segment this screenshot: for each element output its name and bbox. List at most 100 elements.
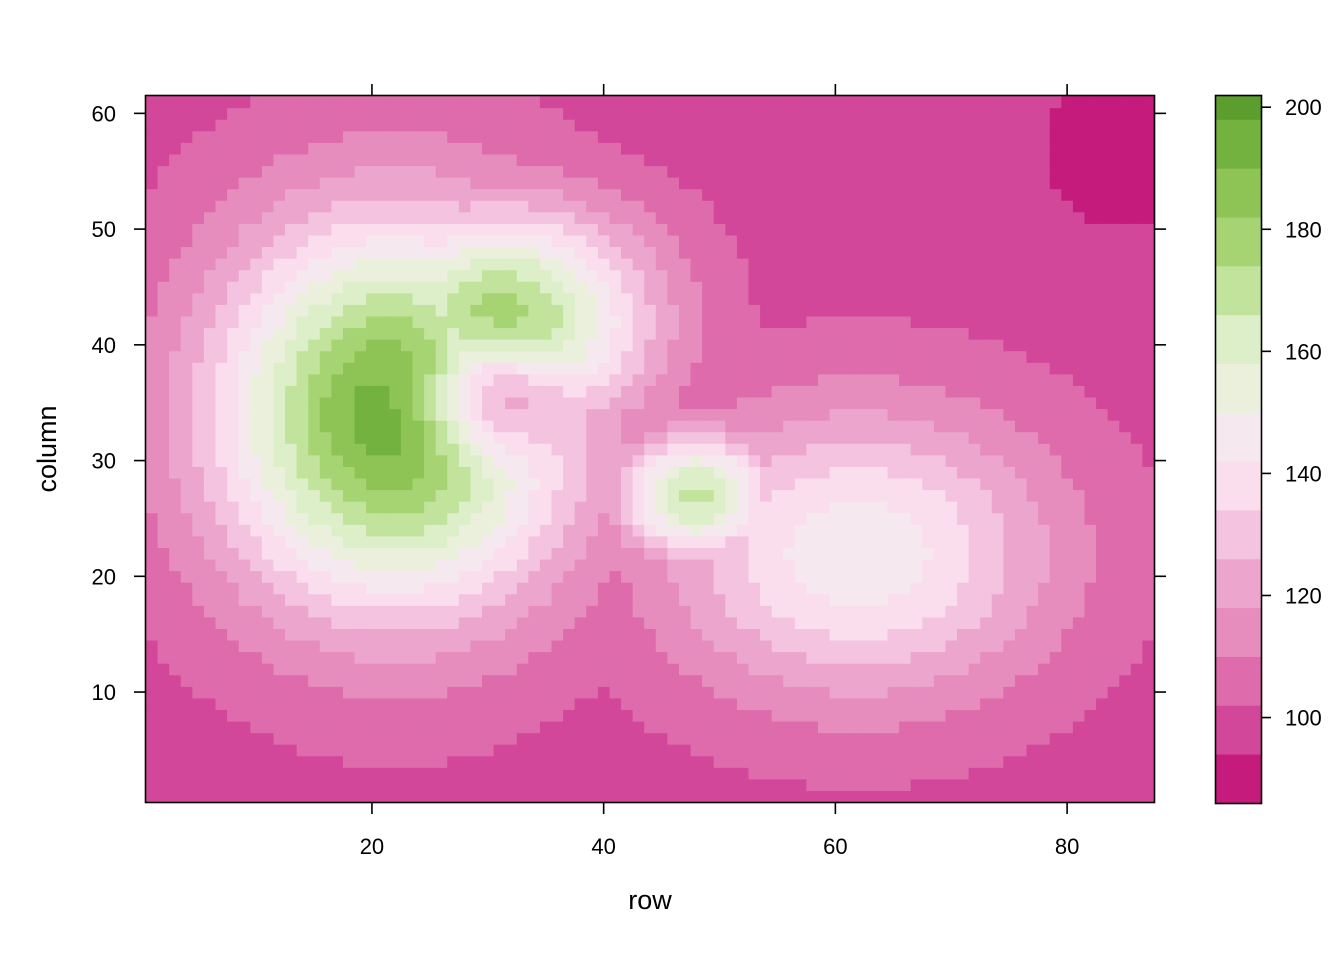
heatmap-cell (493, 790, 506, 803)
heatmap-cell (169, 755, 182, 768)
heatmap-cell (157, 188, 170, 201)
heatmap-cell (551, 628, 564, 641)
heatmap-cell (678, 547, 692, 560)
heatmap-cell (470, 315, 483, 329)
heatmap-cell (308, 709, 321, 722)
heatmap-cell (667, 639, 680, 653)
heatmap-cell (945, 639, 958, 653)
heatmap-cell (435, 269, 448, 282)
heatmap-cell (308, 327, 321, 340)
heatmap-cell (389, 443, 402, 456)
heatmap-cell (933, 408, 947, 421)
heatmap-cell (470, 269, 483, 282)
heatmap-cell (1038, 327, 1051, 340)
heatmap-cell (957, 258, 970, 271)
heatmap-cell (342, 373, 356, 386)
heatmap-cell (539, 269, 553, 282)
heatmap-cell (366, 246, 379, 259)
heatmap-cell (945, 188, 958, 201)
heatmap-cell (644, 605, 657, 618)
heatmap-cell (354, 720, 367, 734)
heatmap-cell (482, 350, 495, 363)
heatmap-cell (424, 605, 437, 618)
heatmap-cell (412, 616, 425, 629)
heatmap-cell (493, 362, 506, 375)
heatmap-cell (922, 616, 935, 629)
heatmap-cell (968, 720, 981, 734)
heatmap-cell (308, 304, 321, 317)
heatmap-cell (331, 720, 344, 734)
heatmap-cell (968, 651, 981, 664)
heatmap-cell (736, 200, 750, 213)
heatmap-cell (354, 234, 367, 248)
heatmap-cell (655, 616, 668, 629)
heatmap-cell (389, 570, 402, 583)
heatmap-cell (922, 96, 935, 109)
heatmap-cell (875, 547, 889, 560)
heatmap-cell (621, 651, 634, 664)
heatmap-cell (980, 188, 993, 201)
heatmap-cell (1003, 385, 1016, 398)
heatmap-cell (1038, 605, 1051, 618)
heatmap-cell (702, 790, 715, 803)
heatmap-cell (389, 142, 402, 155)
heatmap-cell (563, 315, 576, 329)
heatmap-cell (285, 547, 298, 560)
heatmap-cell (713, 535, 726, 548)
heatmap-cell (227, 223, 240, 236)
heatmap-cell (447, 674, 460, 687)
heatmap-cell (296, 96, 309, 109)
heatmap-cell (783, 373, 796, 386)
heatmap-cell (1084, 778, 1097, 792)
heatmap-cell (748, 535, 761, 548)
heatmap-cell (841, 420, 854, 433)
heatmap-cell (227, 663, 240, 676)
heatmap-cell (331, 443, 344, 456)
heatmap-cell (238, 177, 251, 190)
heatmap-cell (203, 443, 217, 456)
heatmap-cell (342, 697, 356, 711)
heatmap-cell (980, 501, 993, 514)
heatmap-cell (864, 350, 877, 363)
heatmap-cell (203, 153, 217, 167)
heatmap-cell (261, 570, 275, 583)
heatmap-cell (574, 223, 587, 236)
heatmap-cell (644, 431, 657, 444)
heatmap-cell (690, 570, 703, 583)
heatmap-cell (539, 512, 553, 525)
heatmap-cell (794, 755, 808, 768)
heatmap-cell (505, 697, 518, 711)
heatmap-cell (818, 258, 831, 271)
heatmap-cell (227, 373, 240, 386)
heatmap-cell (748, 755, 761, 768)
heatmap-cell (157, 790, 170, 803)
heatmap-cell (968, 778, 981, 792)
heatmap-cell (794, 385, 808, 398)
heatmap-cell (505, 639, 518, 653)
heatmap-cell (933, 315, 947, 329)
heatmap-cell (609, 616, 622, 629)
heatmap-cell (713, 269, 726, 282)
heatmap-cell (736, 188, 750, 201)
heatmap-cell (1072, 96, 1086, 109)
heatmap-cell (748, 709, 761, 722)
heatmap-cell (296, 582, 309, 595)
heatmap-cell (528, 477, 541, 491)
heatmap-cell (991, 790, 1004, 803)
heatmap-cell (539, 709, 553, 722)
heatmap-cell (342, 258, 356, 271)
heatmap-cell (748, 582, 761, 595)
heatmap-cell (458, 443, 472, 456)
heatmap-cell (273, 431, 286, 444)
heatmap-cell (180, 709, 193, 722)
heatmap-cell (482, 501, 495, 514)
heatmap-cell (875, 697, 889, 711)
heatmap-cell (1038, 454, 1051, 467)
heatmap-cell (342, 558, 356, 572)
heatmap-cell (794, 697, 808, 711)
heatmap-cell (1049, 547, 1062, 560)
heatmap-cell (968, 258, 981, 271)
heatmap-cell (1072, 304, 1086, 317)
heatmap-cell (864, 732, 877, 745)
heatmap-cell (621, 373, 634, 386)
